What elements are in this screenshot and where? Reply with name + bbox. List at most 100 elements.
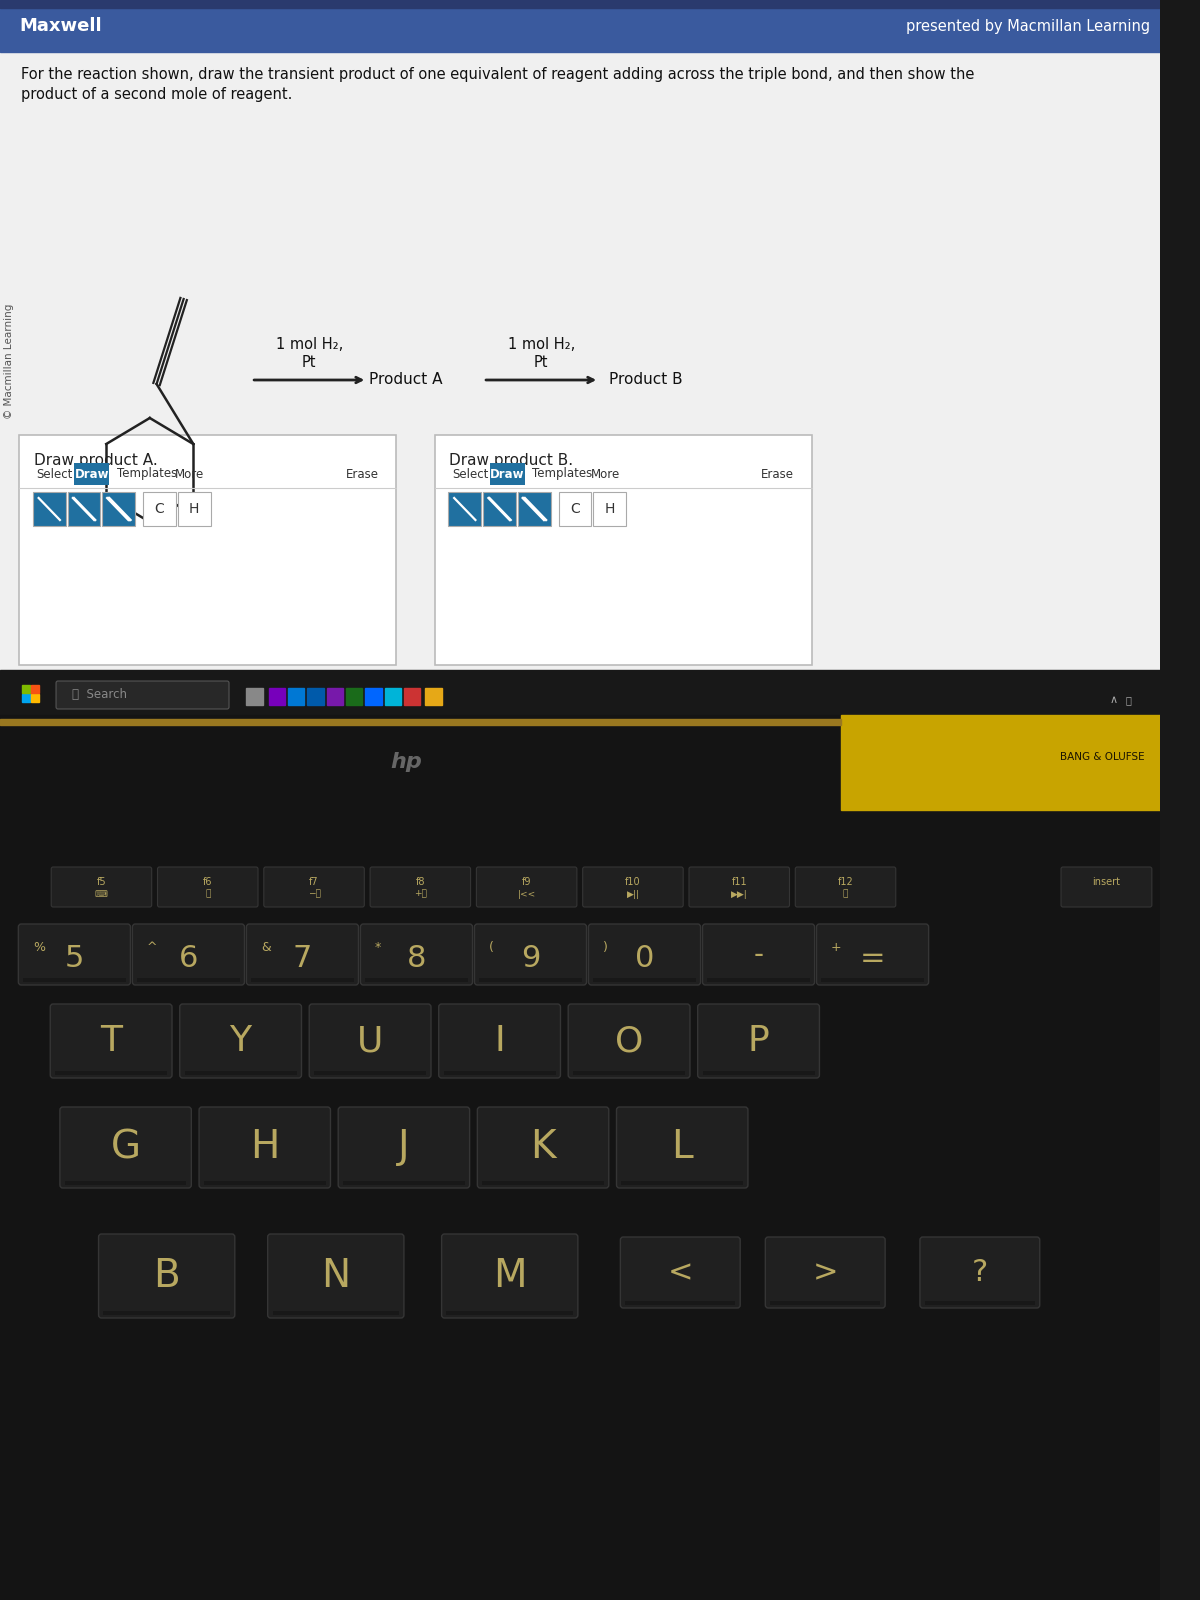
FancyBboxPatch shape [617,1107,748,1187]
Text: +: + [832,941,841,954]
Bar [137,978,240,982]
Bar [67,493,101,526]
FancyBboxPatch shape [18,925,131,986]
Text: 8: 8 [407,944,426,973]
Bar [288,688,305,706]
Bar [178,493,211,526]
Text: P: P [748,1024,769,1058]
Text: Erase: Erase [346,467,379,480]
Bar [204,1181,325,1186]
Text: 🔍  Search: 🔍 Search [72,688,126,701]
Text: *: * [374,941,382,954]
Text: 📶: 📶 [1126,694,1132,706]
FancyBboxPatch shape [199,1107,330,1187]
Text: J: J [398,1128,409,1166]
Text: f5: f5 [97,877,107,886]
Text: 1 mol H₂,: 1 mol H₂, [508,338,575,352]
Bar [702,1070,815,1075]
Text: O: O [614,1024,643,1058]
Bar [482,1181,604,1186]
Text: T: T [100,1024,122,1058]
FancyBboxPatch shape [1061,867,1152,907]
Text: Product A: Product A [370,373,443,387]
Bar [490,462,524,485]
Text: Product B: Product B [608,373,683,387]
Text: =: = [859,944,886,973]
Text: Templates: Templates [533,467,593,480]
FancyBboxPatch shape [246,925,359,986]
Bar [484,493,516,526]
Bar [365,688,382,706]
Bar [307,688,324,706]
Bar [0,718,841,725]
Text: H: H [190,502,199,515]
FancyBboxPatch shape [702,925,815,986]
Bar [23,685,30,693]
Bar [449,493,481,526]
Text: Y: Y [229,1024,252,1058]
Text: 6: 6 [179,944,198,973]
FancyBboxPatch shape [268,1234,404,1318]
Text: I: I [494,1024,505,1058]
FancyBboxPatch shape [583,867,683,907]
Text: ?: ? [972,1258,988,1286]
FancyBboxPatch shape [310,1005,431,1078]
Text: f8: f8 [415,877,425,886]
Text: B: B [154,1258,180,1294]
Text: Draw: Draw [490,467,524,480]
Bar [32,493,66,526]
FancyBboxPatch shape [697,1005,820,1078]
Text: 5: 5 [65,944,84,973]
FancyBboxPatch shape [132,925,245,986]
Text: ⌨: ⌨ [95,890,108,899]
Text: L: L [671,1128,694,1166]
Bar [0,0,1159,8]
FancyBboxPatch shape [60,1107,191,1187]
FancyBboxPatch shape [796,867,895,907]
Text: <: < [667,1258,694,1286]
Text: (: ( [488,941,494,954]
Bar [102,493,136,526]
Bar [272,1310,400,1315]
Bar [31,685,38,693]
Text: Select: Select [37,467,73,480]
Text: f9: f9 [522,877,532,886]
Text: K: K [530,1128,556,1166]
FancyBboxPatch shape [264,867,365,907]
Bar [404,688,420,706]
Bar [31,693,38,701]
Text: C: C [155,502,164,515]
Bar [446,1310,574,1315]
Text: f11: f11 [732,877,748,886]
Text: hp: hp [390,752,421,773]
Bar [518,493,551,526]
Text: Select: Select [452,467,488,480]
Text: ▶||: ▶|| [626,890,640,899]
FancyBboxPatch shape [56,682,229,709]
Bar [365,978,468,982]
Bar [0,0,1159,670]
Bar [143,493,176,526]
FancyBboxPatch shape [920,1237,1039,1309]
Text: Erase: Erase [761,467,794,480]
Bar [251,978,354,982]
FancyBboxPatch shape [52,867,151,907]
FancyBboxPatch shape [478,1107,608,1187]
Bar [384,688,401,706]
FancyBboxPatch shape [588,925,701,986]
Text: H: H [605,502,614,515]
Text: Draw: Draw [74,467,109,480]
Text: -: - [754,941,763,968]
FancyBboxPatch shape [439,1005,560,1078]
Text: Pt: Pt [534,355,548,370]
FancyBboxPatch shape [180,1005,301,1078]
FancyBboxPatch shape [157,867,258,907]
Text: N: N [322,1258,350,1294]
Bar [346,688,362,706]
Bar [326,688,343,706]
FancyBboxPatch shape [360,925,473,986]
Text: +🔊: +🔊 [414,890,427,899]
Text: |<<: |<< [517,890,535,899]
Text: ^: ^ [146,941,157,954]
Text: Draw product B.: Draw product B. [449,453,574,467]
